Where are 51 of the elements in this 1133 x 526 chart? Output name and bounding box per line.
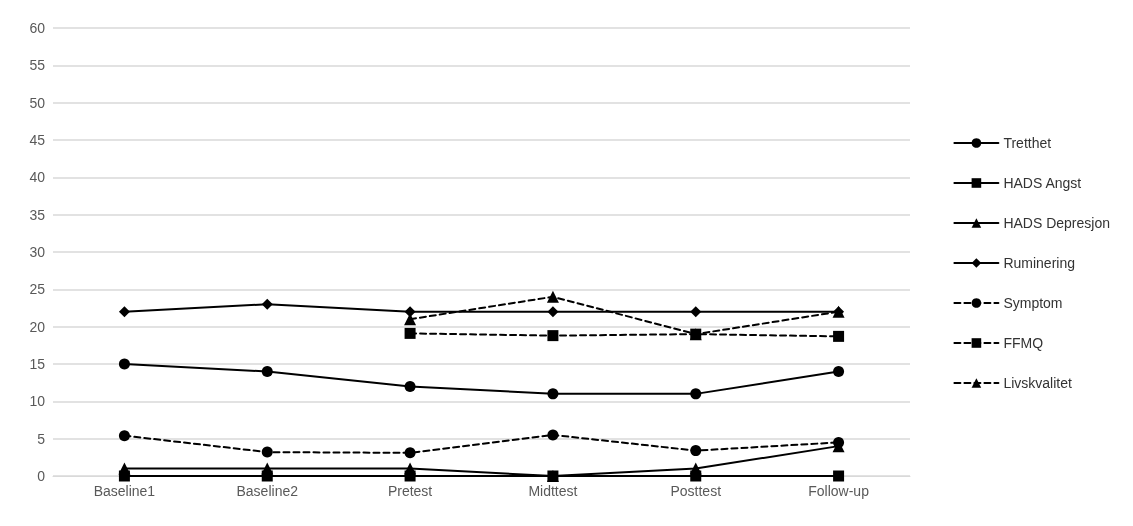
y-tick-label: 20 (29, 318, 46, 335)
x-tick-label: Posttest (670, 483, 722, 499)
y-tick-label: 0 (37, 468, 46, 484)
point (404, 380, 416, 392)
y-tick-label: 40 (29, 169, 46, 186)
point (118, 358, 130, 370)
point (261, 462, 274, 475)
point (404, 447, 416, 459)
x-tick-label: Pretest (387, 483, 433, 499)
point (404, 462, 417, 475)
y-tick-label: 25 (29, 281, 46, 298)
point (546, 290, 559, 303)
y-tick-label: 55 (29, 57, 46, 74)
point (118, 462, 131, 475)
point (261, 298, 273, 310)
point (689, 462, 702, 475)
point (833, 365, 845, 377)
legend-label: Tretthet (1003, 135, 1052, 151)
legend-label: Livskvalitet (1003, 375, 1072, 391)
legend-label: Symptom (1003, 295, 1063, 311)
x-tick-label: Baseline2 (236, 483, 299, 499)
point (547, 306, 559, 318)
y-tick-label: 35 (29, 206, 46, 223)
x-tick-label: Midttest (528, 483, 578, 499)
legend-label: HADS Angst (1003, 175, 1082, 191)
y-tick-label: 50 (29, 94, 46, 111)
point (690, 388, 702, 400)
y-tick-label: 15 (29, 356, 46, 372)
x-tick-label: Baseline1 (93, 483, 156, 499)
y-tick-label: 60 (29, 20, 46, 36)
point (118, 306, 130, 318)
y-tick-label: 45 (29, 132, 46, 148)
x-tick-label: Follow-up (808, 483, 870, 499)
point (833, 470, 845, 482)
y-tick-label: 10 (29, 393, 46, 410)
point (547, 330, 559, 342)
point (118, 430, 130, 442)
y-tick-label: 30 (29, 244, 46, 260)
point (833, 436, 845, 448)
point (833, 330, 845, 342)
y-tick-label: 5 (37, 430, 46, 447)
point (547, 388, 559, 400)
point (690, 306, 702, 318)
point (690, 445, 702, 457)
point (404, 327, 416, 339)
point (261, 365, 273, 377)
point (261, 446, 273, 458)
legend-label: Ruminering (1003, 255, 1075, 271)
legend-label: FFMQ (1003, 335, 1044, 351)
legend-label: HADS Depresjon (1003, 215, 1111, 231)
point (547, 429, 559, 441)
